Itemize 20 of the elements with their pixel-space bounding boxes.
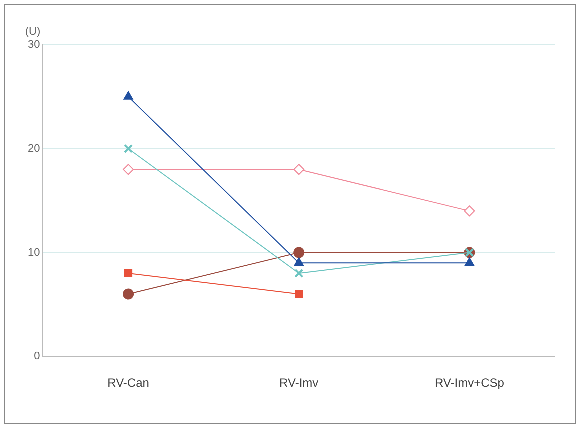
point xyxy=(464,206,476,217)
point xyxy=(294,258,304,266)
y-tick-label: 10 xyxy=(28,246,40,259)
point xyxy=(295,290,304,298)
point xyxy=(294,164,305,176)
y-tick-label: 20 xyxy=(28,142,40,155)
y-tick-label: 0 xyxy=(34,350,40,363)
point xyxy=(124,269,133,278)
point xyxy=(123,288,134,300)
x-tick-label: RV-Can xyxy=(108,376,150,390)
point xyxy=(124,91,134,100)
point xyxy=(123,164,134,176)
x-tick-label: RV-Imv+CSp xyxy=(434,376,505,390)
point xyxy=(124,144,134,154)
point xyxy=(464,258,475,266)
y-axis-title: (U) xyxy=(25,26,41,38)
point xyxy=(294,247,305,258)
x-tick-label: RV-Imv xyxy=(280,376,319,390)
point xyxy=(294,268,304,278)
y-tick-label: 30 xyxy=(28,39,40,52)
